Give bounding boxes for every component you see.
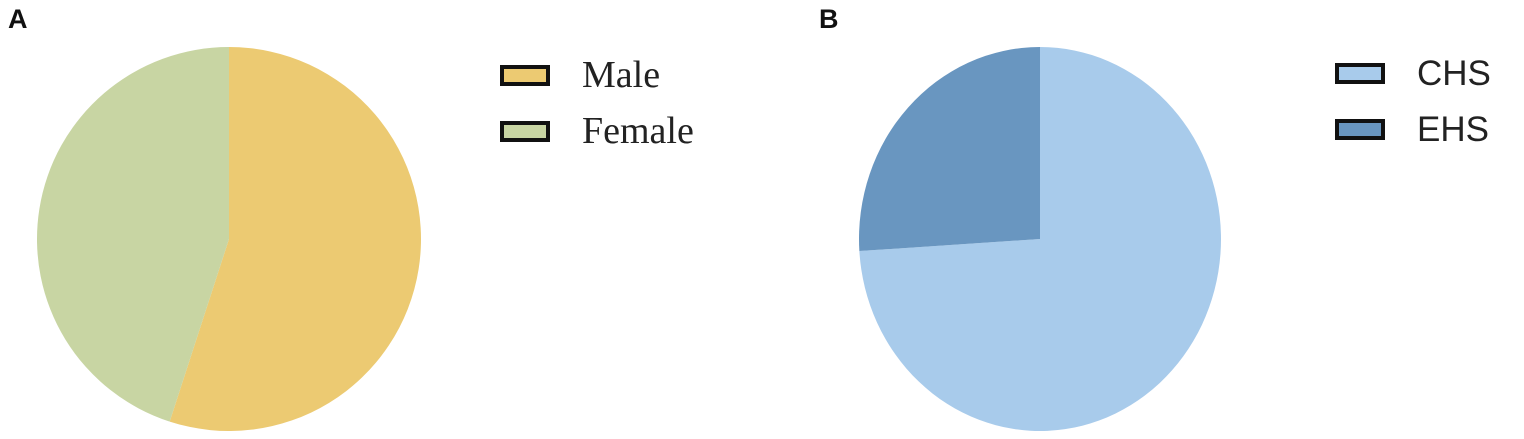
legend-label-ehs: EHS [1417, 109, 1489, 149]
pie-chart-a [37, 47, 421, 431]
pie-chart-b [859, 47, 1221, 431]
legend-label-male: Male [582, 54, 661, 96]
legend-item-ehs: EHS [1335, 101, 1491, 157]
pie-slice-chs [859, 47, 1221, 431]
pie-slice-female [37, 47, 229, 422]
legend-swatch-chs [1335, 62, 1385, 84]
legend-b: CHS EHS [1335, 45, 1491, 157]
legend-label-female: Female [582, 110, 694, 152]
legend-item-female: Female [500, 103, 694, 159]
legend-a: Male Female [500, 47, 694, 159]
panel-a-letter: A [8, 4, 28, 34]
pie-slice-ehs [859, 47, 1040, 252]
panel-b-letter: B [819, 4, 839, 34]
legend-label-chs: CHS [1417, 53, 1491, 93]
legend-swatch-ehs [1335, 118, 1385, 140]
pie-slice-male [169, 47, 421, 431]
legend-item-chs: CHS [1335, 45, 1491, 101]
legend-swatch-male [500, 64, 550, 86]
legend-swatch-female [500, 120, 550, 142]
legend-item-male: Male [500, 47, 694, 103]
